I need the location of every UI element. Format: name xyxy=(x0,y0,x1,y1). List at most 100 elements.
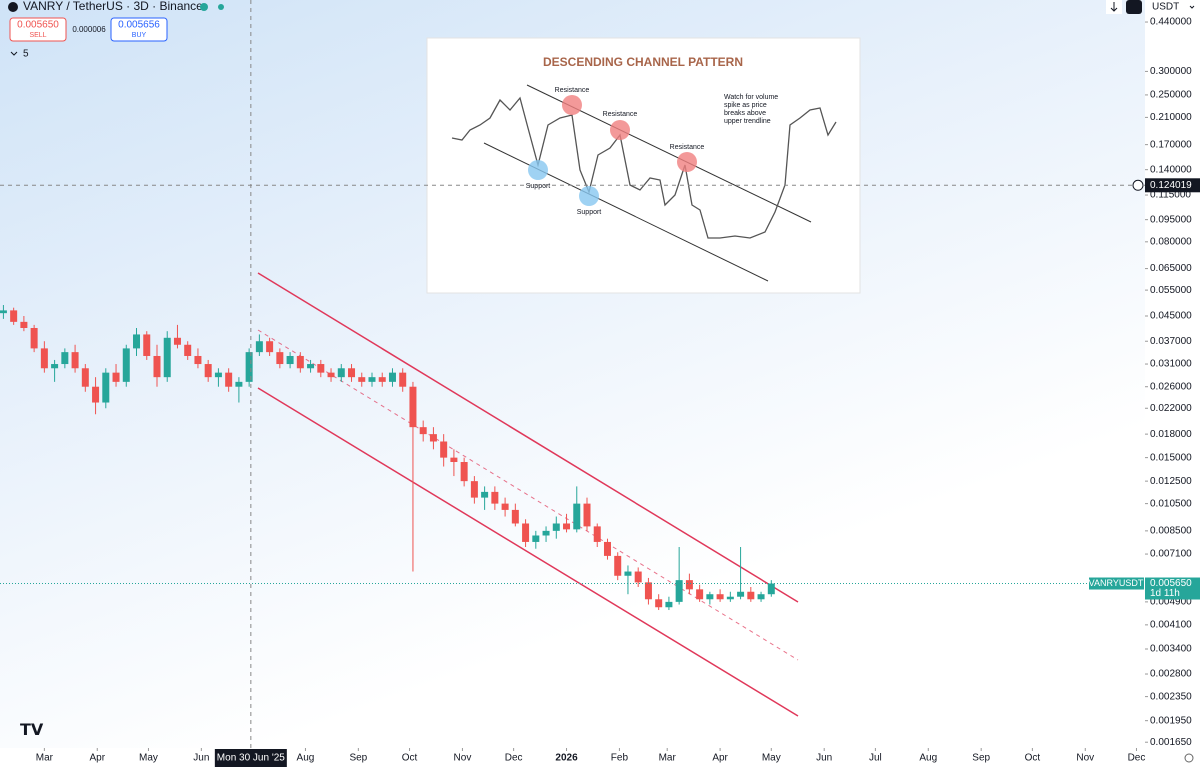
candle-body xyxy=(81,368,89,387)
inset-note: upper trendline xyxy=(724,118,771,125)
candle-body xyxy=(71,352,79,369)
collapse-icon[interactable] xyxy=(10,51,18,56)
candle-body xyxy=(378,377,386,382)
y-tick-label: 0.001950 xyxy=(1150,715,1192,726)
inset-label: Support xyxy=(526,183,551,190)
inset-label: Support xyxy=(577,209,602,216)
crosshair-plus xyxy=(1132,179,1144,191)
inset-image: DESCENDING CHANNEL PATTERN Resistance Re… xyxy=(426,37,861,294)
candle-body xyxy=(563,523,571,530)
indicator-count[interactable]: 5 xyxy=(23,49,29,60)
y-tick-label: 0.250000 xyxy=(1150,90,1192,101)
candle-body xyxy=(225,372,233,387)
candle-body xyxy=(491,491,499,504)
x-tick-label: Mar xyxy=(659,753,677,764)
inset-label: Resistance xyxy=(670,144,705,151)
x-tick-label: Apr xyxy=(89,753,105,764)
candle-body xyxy=(102,372,110,403)
inset-support-dot xyxy=(528,160,548,180)
symbol-tag-label: VANRYUSDT xyxy=(1089,578,1144,588)
y-tick-label: 0.004900 xyxy=(1150,597,1192,608)
buy-price[interactable]: 0.005656 xyxy=(118,20,160,31)
channel-upper xyxy=(257,272,799,603)
candle-body xyxy=(266,341,274,353)
candle-body xyxy=(235,381,243,387)
y-tick-label: 0.300000 xyxy=(1150,66,1192,77)
currency[interactable]: USDT xyxy=(1152,2,1179,13)
buy-label[interactable]: BUY xyxy=(132,32,147,39)
candle-body xyxy=(542,530,550,536)
y-tick-label: 0.003400 xyxy=(1150,644,1192,655)
buy-button[interactable] xyxy=(110,17,168,42)
inset-price-line xyxy=(451,96,837,239)
inset-resistance-dot xyxy=(562,95,582,115)
x-tick-label: Aug xyxy=(297,753,315,764)
candle-body xyxy=(481,491,489,498)
settings-gear[interactable] xyxy=(1184,753,1194,763)
x-tick-label: Oct xyxy=(402,753,418,764)
candle-body xyxy=(675,580,683,602)
candle-body xyxy=(286,355,294,365)
candle-body xyxy=(317,364,325,373)
status-dot xyxy=(200,3,208,11)
x-tick-label: Jun xyxy=(193,753,209,764)
candle-body xyxy=(307,364,315,369)
y-tick-label: 0.095000 xyxy=(1150,214,1192,225)
x-tick-label: Sep xyxy=(972,753,990,764)
x-tick-label: Feb xyxy=(611,753,629,764)
x-tick-label: Oct xyxy=(1025,753,1041,764)
candle-body xyxy=(276,352,284,365)
candle-body xyxy=(706,594,714,600)
candle-body xyxy=(153,355,161,378)
candle-body xyxy=(399,372,407,387)
sell-label[interactable]: SELL xyxy=(29,32,46,39)
y-tick-label: 0.018000 xyxy=(1150,429,1192,440)
x-tick-label: Dec xyxy=(1128,753,1146,764)
y-tick-label: 0.008500 xyxy=(1150,526,1192,537)
candle-body xyxy=(327,372,335,378)
crosshair-price-tag xyxy=(1145,178,1200,193)
y-tick-label: 0.010500 xyxy=(1150,498,1192,509)
y-tick-label: 0.022000 xyxy=(1150,403,1192,414)
candle-body xyxy=(522,523,530,542)
candle-body xyxy=(685,580,693,590)
x-tick-label: Apr xyxy=(712,753,728,764)
y-tick-label: 0.004100 xyxy=(1150,619,1192,630)
y-tick-label: 0.055000 xyxy=(1150,285,1192,296)
candle-body xyxy=(184,344,192,356)
price-tag xyxy=(1145,577,1200,600)
inset-label: Resistance xyxy=(555,87,590,94)
candle-body xyxy=(20,321,28,328)
candle-body xyxy=(747,591,755,600)
candle-body xyxy=(51,364,59,369)
crosshair-date: Mon 30 Jun '25 xyxy=(217,753,286,764)
candle-body xyxy=(603,541,611,556)
candle-body xyxy=(614,555,622,576)
candle-body xyxy=(245,352,253,382)
x-tick-label: Nov xyxy=(454,753,472,764)
y-tick-label: 0.210000 xyxy=(1150,112,1192,123)
candle-body xyxy=(173,337,181,345)
candle-body xyxy=(767,583,775,595)
y-tick-label: 0.002800 xyxy=(1150,669,1192,680)
candle-body xyxy=(511,509,519,524)
scroll-arrow xyxy=(1110,2,1118,12)
sell-button[interactable] xyxy=(9,17,67,42)
price-tag-label: 0.005650 xyxy=(1150,578,1192,589)
candle-body xyxy=(143,334,151,356)
candle-body xyxy=(92,386,100,403)
candle-body xyxy=(501,503,509,510)
inset-note: spike as price xyxy=(724,102,767,109)
candle-body xyxy=(716,594,724,600)
y-tick-label: 0.115000 xyxy=(1150,190,1191,201)
tv-logo: 𝗧𝗩 xyxy=(20,722,44,739)
candle-body xyxy=(665,601,673,608)
candle-body xyxy=(644,582,652,600)
sell-price[interactable]: 0.005650 xyxy=(17,20,59,31)
candle-body xyxy=(255,341,263,353)
crosshair-price: 0.124019 xyxy=(1150,180,1192,191)
settings-icon[interactable] xyxy=(1126,0,1142,14)
candle-body xyxy=(122,348,130,382)
candle-body xyxy=(470,481,478,498)
x-tick-label: Jul xyxy=(869,753,882,764)
